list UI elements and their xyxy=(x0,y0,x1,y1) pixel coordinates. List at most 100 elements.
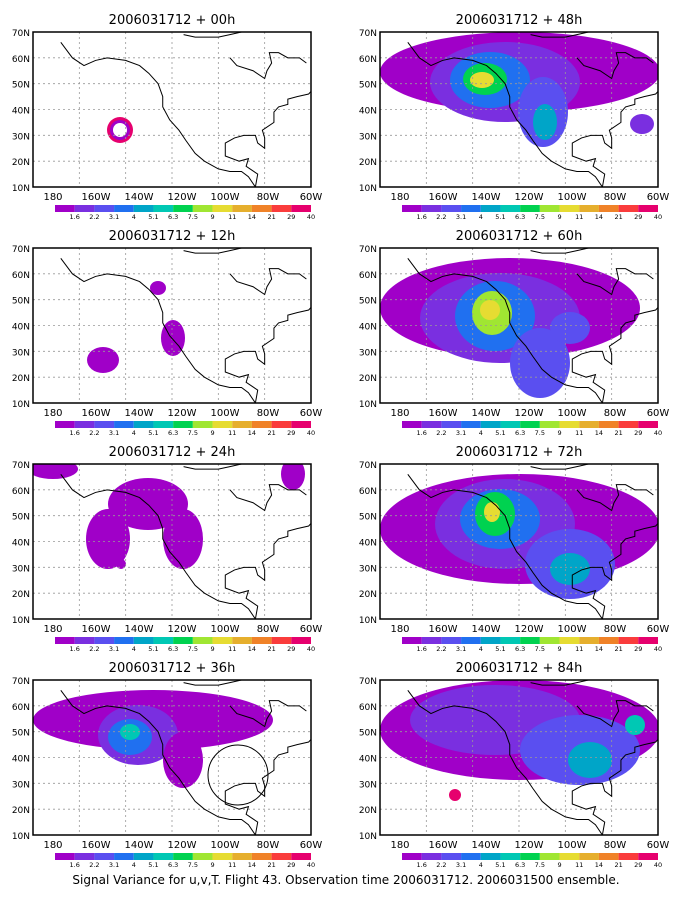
colorbar-label: 21 xyxy=(614,429,622,437)
colorbar-label: 6.3 xyxy=(515,645,525,653)
colorbar-swatch xyxy=(55,853,75,860)
lon-label: 80W xyxy=(257,840,280,851)
colorbar-label: 1.6 xyxy=(417,429,427,437)
lat-label: 30N xyxy=(12,132,30,142)
colorbar-swatch xyxy=(441,637,462,644)
colorbar-label: 4 xyxy=(479,213,483,221)
colorbar-swatch xyxy=(500,205,521,212)
coastline xyxy=(60,42,256,187)
map-frame xyxy=(379,31,659,188)
variance-field xyxy=(33,248,311,403)
coastline xyxy=(407,690,603,835)
colorbar-label: 14 xyxy=(595,861,603,869)
colorbar-swatch xyxy=(291,637,311,644)
lon-label: 100W xyxy=(558,192,587,203)
colorbar-label: 1.6 xyxy=(417,645,427,653)
colorbar-label: 21 xyxy=(614,213,622,221)
colorbar-label: 1.6 xyxy=(70,429,80,437)
colorbar-label: 5.1 xyxy=(148,861,158,869)
contour-fill xyxy=(568,742,612,778)
coastline xyxy=(224,91,311,187)
colorbar-label: 40 xyxy=(307,645,315,653)
colorbar-label: 1.6 xyxy=(417,213,427,221)
coastline xyxy=(530,32,589,38)
coastline xyxy=(407,42,603,187)
lat-label: 30N xyxy=(359,564,377,574)
contour-fill xyxy=(550,312,590,344)
lat-label: 70N xyxy=(12,245,30,255)
colorbar-swatch xyxy=(74,421,95,428)
lon-label: 140W xyxy=(125,192,154,203)
colorbar-label: 6.3 xyxy=(515,213,525,221)
lat-label: 30N xyxy=(12,780,30,790)
lon-label: 80W xyxy=(604,192,627,203)
colorbar-label: 7.5 xyxy=(535,213,545,221)
contour-fill xyxy=(470,72,494,88)
lat-label: 60N xyxy=(359,487,377,497)
contour-fill xyxy=(625,715,645,735)
lon-label: 120W xyxy=(515,840,544,851)
lon-label: 120W xyxy=(515,624,544,635)
lat-label: 20N xyxy=(12,590,30,600)
lat-label: 40N xyxy=(12,107,30,117)
colorbar-label: 40 xyxy=(654,645,662,653)
contour-fill xyxy=(163,509,203,569)
colorbar-swatch xyxy=(192,853,213,860)
lat-label: 70N xyxy=(12,677,30,687)
contour-fill xyxy=(480,300,500,320)
colorbar-swatch xyxy=(74,637,95,644)
colorbar-label: 29 xyxy=(634,429,642,437)
colorbar-label: 40 xyxy=(654,213,662,221)
colorbar-label: 5.1 xyxy=(148,213,158,221)
lat-label: 70N xyxy=(359,461,377,471)
colorbar-swatch xyxy=(461,637,481,644)
coastline xyxy=(576,52,654,80)
colorbar-swatch xyxy=(638,205,658,212)
lon-label: 60W xyxy=(300,624,323,635)
colorbar-label: 21 xyxy=(267,861,275,869)
variance-field xyxy=(33,464,311,619)
lon-label: 160W xyxy=(82,624,111,635)
lat-label: 70N xyxy=(12,461,30,471)
coastline xyxy=(229,700,307,728)
colorbar-label: 6.3 xyxy=(168,429,178,437)
lat-label: 20N xyxy=(359,590,377,600)
lon-label: 140W xyxy=(472,192,501,203)
lon-label: 60W xyxy=(647,192,670,203)
lat-label: 30N xyxy=(359,348,377,358)
colorbar-swatch xyxy=(133,205,154,212)
lat-label: 40N xyxy=(359,323,377,333)
lon-label: 160W xyxy=(82,192,111,203)
colorbar-label: 6.3 xyxy=(168,861,178,869)
map-panel: 2006031712 + 84h 10N 20N 30N 40N 50N 60N 70N 180… xyxy=(359,661,670,869)
lat-label: 60N xyxy=(359,703,377,713)
colorbar-swatch xyxy=(441,853,462,860)
colorbar-swatch xyxy=(232,421,252,428)
colorbar-swatch xyxy=(480,421,501,428)
colorbar-swatch xyxy=(192,421,213,428)
lat-label: 50N xyxy=(359,513,377,523)
panel-title: 2006031712 + 84h xyxy=(456,661,583,676)
colorbar-label: 2.2 xyxy=(89,861,99,869)
colorbar-label: 3.1 xyxy=(109,213,119,221)
colorbar-swatch xyxy=(153,637,174,644)
colorbar-label: 7.5 xyxy=(535,645,545,653)
colorbar-label: 3.1 xyxy=(456,861,466,869)
colorbar-swatch xyxy=(212,853,233,860)
contour-fill xyxy=(484,502,500,522)
colorbar-label: 3.1 xyxy=(456,429,466,437)
lon-label: 60W xyxy=(300,192,323,203)
colorbar-label: 1.6 xyxy=(70,645,80,653)
lat-label: 30N xyxy=(359,132,377,142)
lat-label: 50N xyxy=(359,297,377,307)
lat-label: 70N xyxy=(12,29,30,39)
colorbar-swatch xyxy=(421,421,442,428)
coastline xyxy=(571,307,658,403)
colorbar-swatch xyxy=(421,853,442,860)
lon-label: 180 xyxy=(390,624,409,635)
colorbar-label: 14 xyxy=(595,213,603,221)
lat-label: 50N xyxy=(12,513,30,523)
colorbar-label: 5.1 xyxy=(495,213,505,221)
colorbar-swatch xyxy=(598,853,619,860)
contour-fill xyxy=(533,104,557,140)
